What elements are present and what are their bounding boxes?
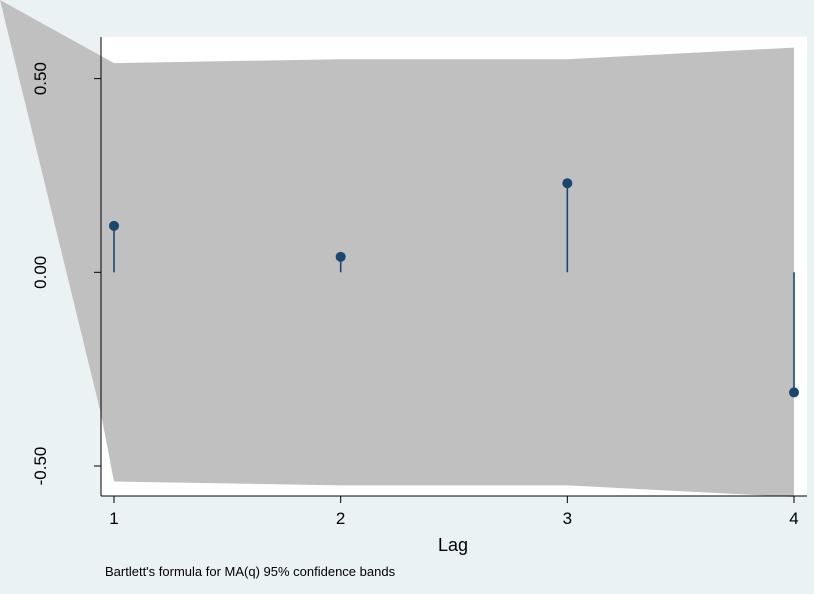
ticks-layer: 1 2 3 4 -0.50 0.00 0.50 [31, 62, 799, 528]
confidence-band-area [0, 0, 794, 497]
point-lag-3 [562, 178, 573, 189]
x-tick-label-1: 1 [109, 509, 118, 528]
x-axis-label: Lag [438, 535, 468, 555]
y-tick-label-1: 0.00 [31, 256, 50, 289]
bartlett-note: Bartlett's formula for MA(q) 95% confide… [105, 564, 396, 579]
point-lag-2 [335, 251, 346, 262]
x-tick-label-2: 2 [336, 509, 345, 528]
x-tick-label-4: 4 [789, 509, 798, 528]
data-marks-layer [109, 178, 799, 398]
y-tick-label-0: -0.50 [31, 447, 50, 486]
y-tick-label-2: 0.50 [31, 62, 50, 95]
confidence-band-layer [0, 0, 794, 497]
point-lag-1 [109, 220, 119, 231]
point-lag-4 [789, 387, 799, 398]
axes-layer [100, 37, 807, 497]
x-tick-label-3: 3 [563, 509, 572, 528]
